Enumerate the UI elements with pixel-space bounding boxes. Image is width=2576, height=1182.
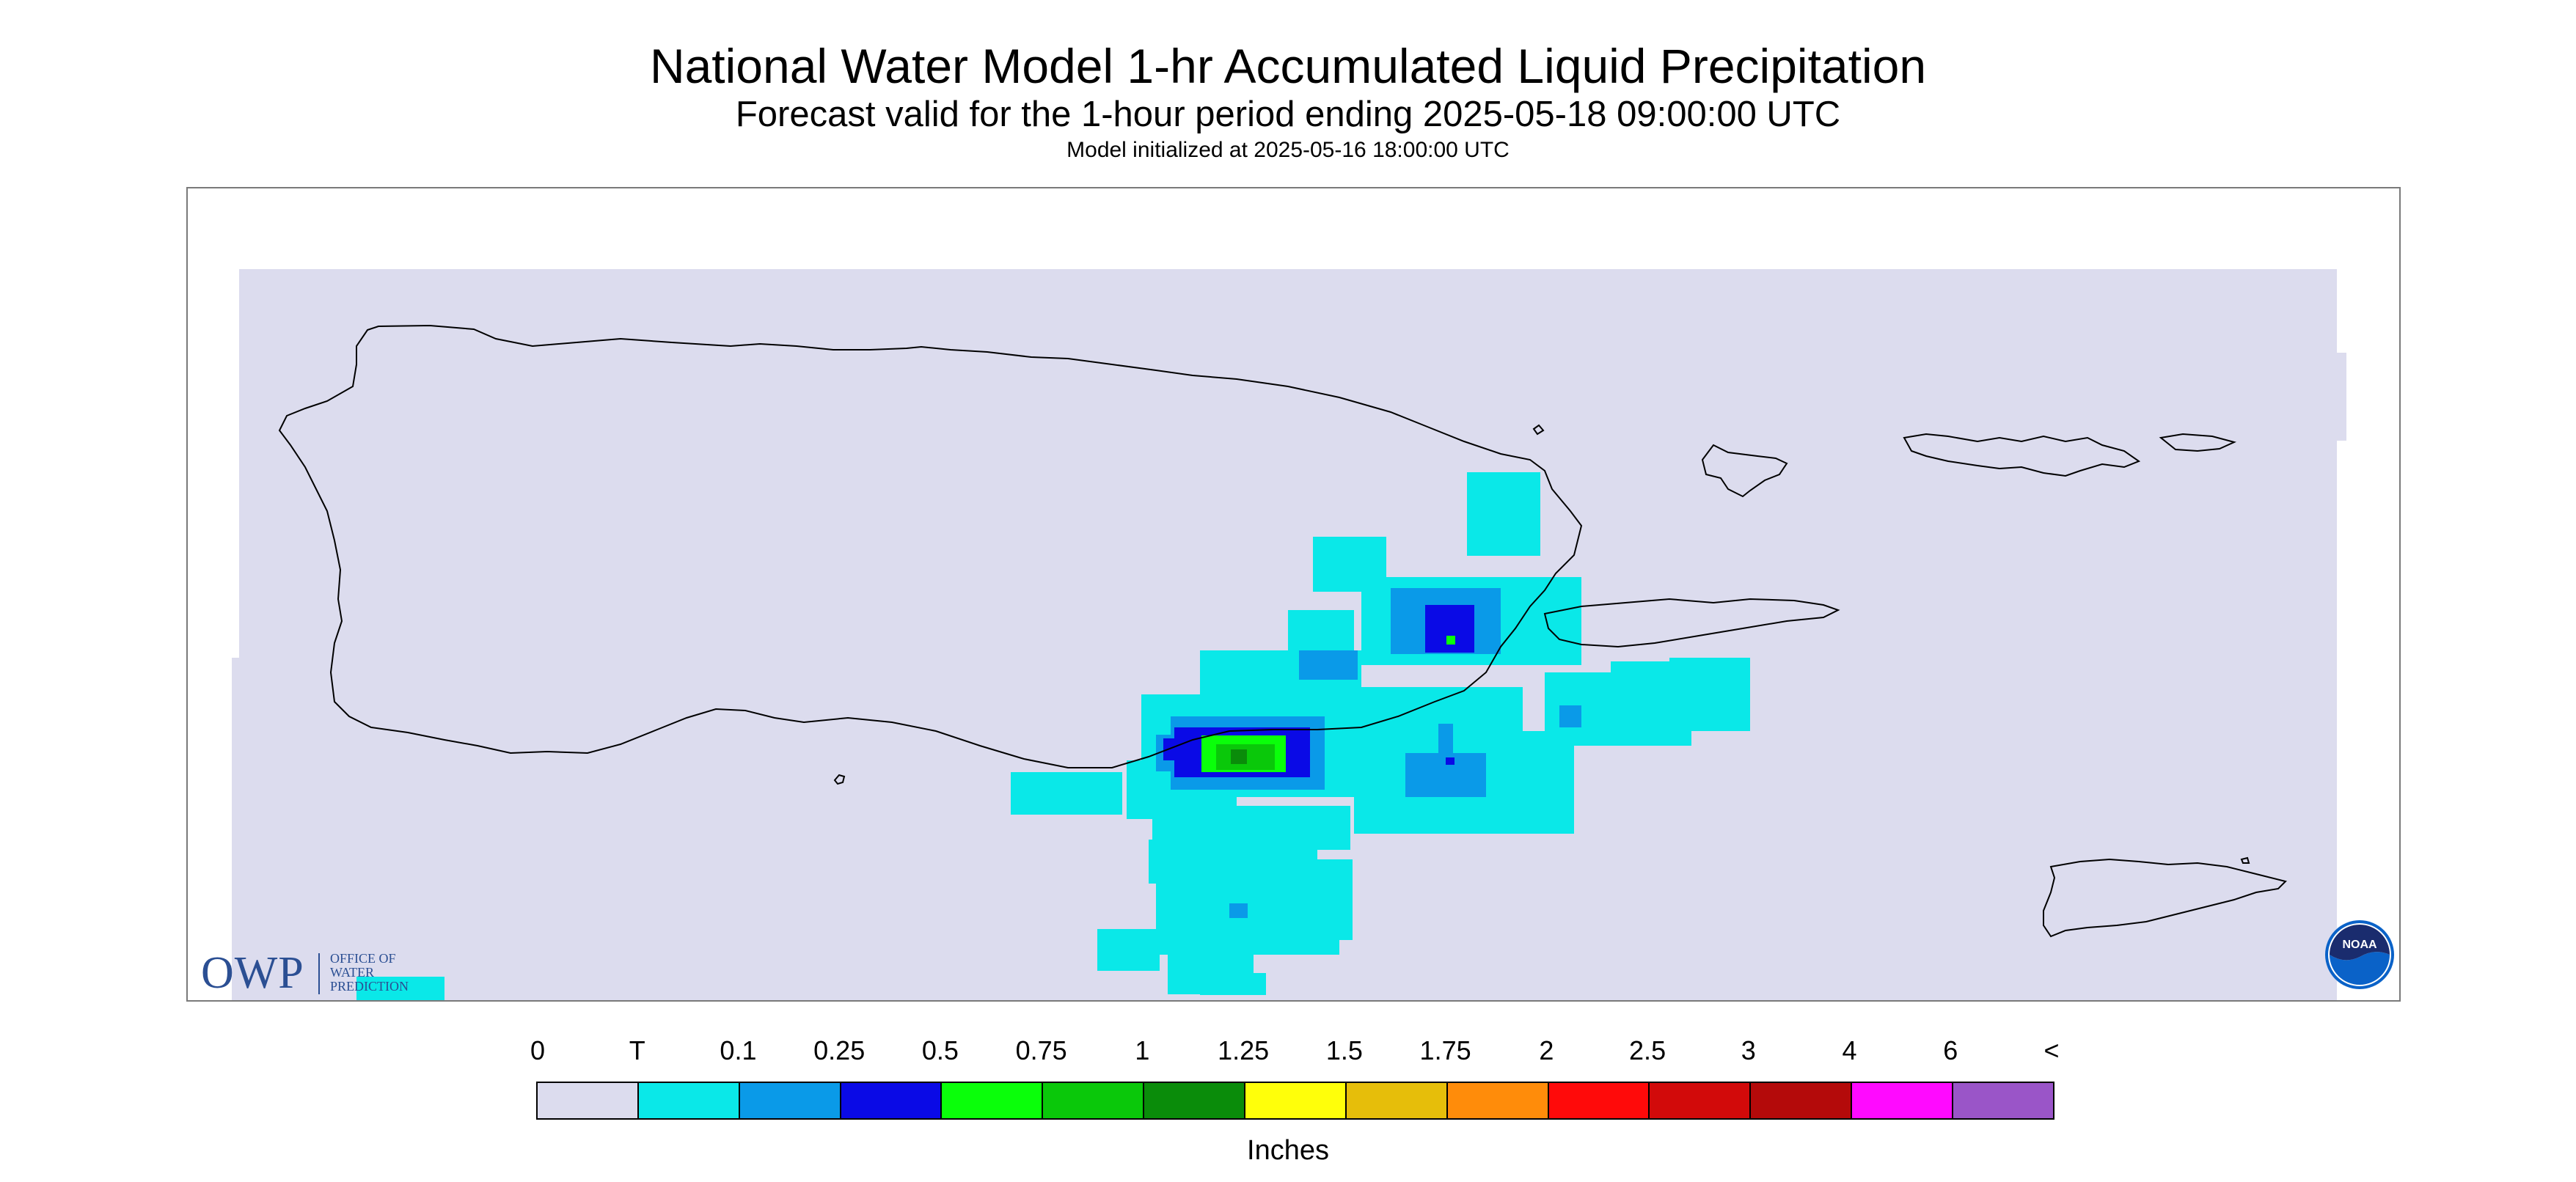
owp-logo-name: OFFICE OF WATER PREDICTION <box>330 951 409 994</box>
legend-label: 3 <box>1741 1035 1756 1065</box>
legend-label: 2 <box>1539 1035 1554 1065</box>
precipitation-map: OWP OFFICE OF WATER PREDICTION NOAA <box>186 187 2401 1002</box>
legend-units: Inches <box>1247 1135 1329 1166</box>
legend-label: 2.5 <box>1629 1035 1666 1065</box>
legend-swatch <box>1548 1083 1650 1118</box>
chart-subtitle: Forecast valid for the 1-hour period end… <box>735 95 1841 134</box>
noaa-logo-text: NOAA <box>2342 939 2377 951</box>
coastline-puerto-rico <box>278 324 1583 768</box>
legend-label: T <box>629 1035 645 1065</box>
legend-swatch <box>1245 1083 1347 1118</box>
legend-swatch <box>841 1083 943 1118</box>
legend-label: 0 <box>530 1035 546 1065</box>
owp-logo-abbrev: OWP <box>201 948 304 998</box>
coastline-small-islet <box>1532 424 1545 436</box>
coastlines <box>278 324 2287 938</box>
legend-colorbar <box>536 1082 2054 1120</box>
legend-label: 6 <box>1943 1035 1958 1065</box>
legend-swatch <box>1447 1083 1549 1118</box>
noaa-emblem-icon: NOAA <box>2325 920 2394 989</box>
noaa-logo: NOAA <box>2324 919 2396 991</box>
legend-swatch <box>638 1083 740 1118</box>
legend-label: 1.5 <box>1325 1035 1363 1065</box>
coastline-st-croix <box>2043 858 2287 938</box>
owp-logo-divider <box>318 953 320 994</box>
legend-swatch <box>1346 1083 1448 1118</box>
legend-label: 0.1 <box>720 1035 757 1065</box>
legend-swatch <box>739 1083 841 1118</box>
precip-1 <box>1231 749 1247 764</box>
map-canvas <box>232 269 2346 1000</box>
coastline-caja-de-muertos <box>833 774 846 785</box>
chart-title: National Water Model 1-hr Accumulated Li… <box>649 39 1927 93</box>
legend-label: 1 <box>1135 1035 1150 1065</box>
legend-swatch <box>942 1083 1044 1118</box>
legend-label: 0.5 <box>921 1035 959 1065</box>
legend-swatch <box>1144 1083 1246 1118</box>
legend-label: 1.25 <box>1218 1035 1270 1065</box>
legend-labels: 0 T 0.1 0.25 0.5 0.75 1 1.25 1.5 1.75 2 2.5 3 4 6 < <box>0 1034 2576 1071</box>
legend-label: < <box>2043 1035 2060 1065</box>
legend-swatch <box>1751 1083 1853 1118</box>
legend-swatch <box>538 1083 639 1118</box>
legend-swatch <box>1953 1083 2053 1118</box>
legend-swatch <box>1650 1083 1752 1118</box>
legend-label: 0.25 <box>813 1035 866 1065</box>
coastline-small-islet-2 <box>2240 856 2250 864</box>
legend-label: 4 <box>1842 1035 1857 1065</box>
model-init-text: Model initialized at 2025-05-16 18:00:00… <box>1066 138 1510 162</box>
coastline-vieques <box>1543 598 1840 648</box>
legend-label: 1.75 <box>1419 1035 1471 1065</box>
legend-label: 0.75 <box>1015 1035 1067 1065</box>
legend-swatch <box>1852 1083 1954 1118</box>
coastline-st-thomas-st-john <box>1903 433 2141 477</box>
coastline-tortola <box>2159 433 2236 452</box>
legend-swatch <box>1043 1083 1145 1118</box>
coastline-culebra <box>1701 444 1788 498</box>
